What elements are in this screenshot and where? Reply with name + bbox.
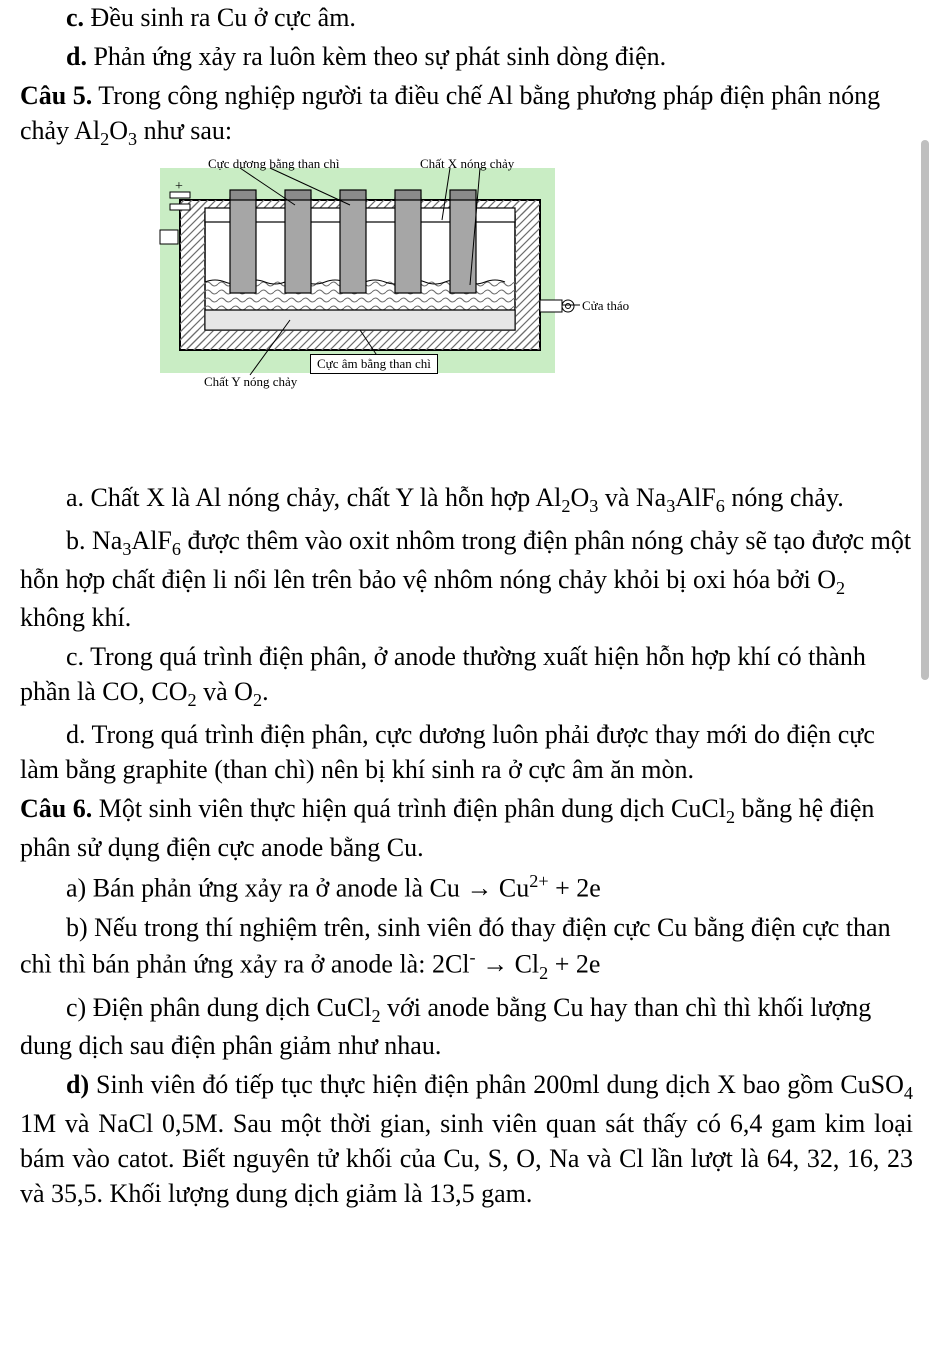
option-d: d. Phản ứng xảy ra luôn kèm theo sự phát…	[20, 39, 913, 74]
q5-option-a: a. Chất X là Al nóng chảy, chất Y là hỗn…	[20, 480, 913, 519]
question-6-text: Một sinh viên thực hiện quá trình điện p…	[20, 794, 874, 862]
q6-option-d: d) Sinh viên đó tiếp tục thực hiện điện …	[20, 1067, 913, 1211]
q5-option-c: c. Trong quá trình điện phân, ở anode th…	[20, 639, 913, 713]
q6-option-b: b) Nếu trong thí nghiệm trên, sinh viên …	[20, 910, 913, 986]
q6-option-d-text: Sinh viên đó tiếp tục thực hiện điện phâ…	[20, 1070, 913, 1208]
q5-option-b: b. Na3AlF6 được thêm vào oxit nhôm trong…	[20, 523, 913, 636]
question-5: Câu 5. Trong công nghiệp người ta điều c…	[20, 78, 913, 152]
question-5-label: Câu 5.	[20, 81, 92, 110]
diagram-label-anode: Cực dương bằng than chì	[208, 156, 339, 172]
option-d-text: Phản ứng xảy ra luôn kèm theo sự phát si…	[93, 42, 666, 71]
question-6: Câu 6. Một sinh viên thực hiện quá trình…	[20, 791, 913, 865]
option-c-text: Đều sinh ra Cu ở cực âm.	[91, 3, 356, 32]
document-page: c. Đều sinh ra Cu ở cực âm. d. Phản ứng …	[0, 0, 933, 1348]
diagram-label-outlet: Cửa tháo	[582, 298, 629, 314]
option-d-label: d.	[66, 42, 87, 71]
question-6-label: Câu 6.	[20, 794, 92, 823]
diagram-label-cathode: Cực âm bằng than chì	[310, 354, 438, 374]
q6-option-a: a) Bán phản ứng xảy ra ở anode là Cu → C…	[20, 869, 913, 906]
diagram-label-y: Chất Y nóng chảy	[204, 374, 297, 390]
q6-option-c: c) Điện phân dung dịch CuCl2 với anode b…	[20, 990, 913, 1064]
option-c: c. Đều sinh ra Cu ở cực âm.	[20, 0, 913, 35]
option-c-label: c.	[66, 3, 84, 32]
question-5-text: Trong công nghiệp người ta điều chế Al b…	[20, 81, 880, 145]
q6-option-d-label: d)	[66, 1070, 89, 1099]
scrollbar-track[interactable]	[921, 0, 929, 1348]
diagram-label-x: Chất X nóng chảy	[420, 156, 514, 172]
q5-option-d: d. Trong quá trình điện phân, cực dương …	[20, 717, 913, 787]
scrollbar-thumb[interactable]	[921, 140, 929, 680]
electrolysis-diagram: + Cực dương bằng than chì Chất X	[120, 160, 650, 390]
